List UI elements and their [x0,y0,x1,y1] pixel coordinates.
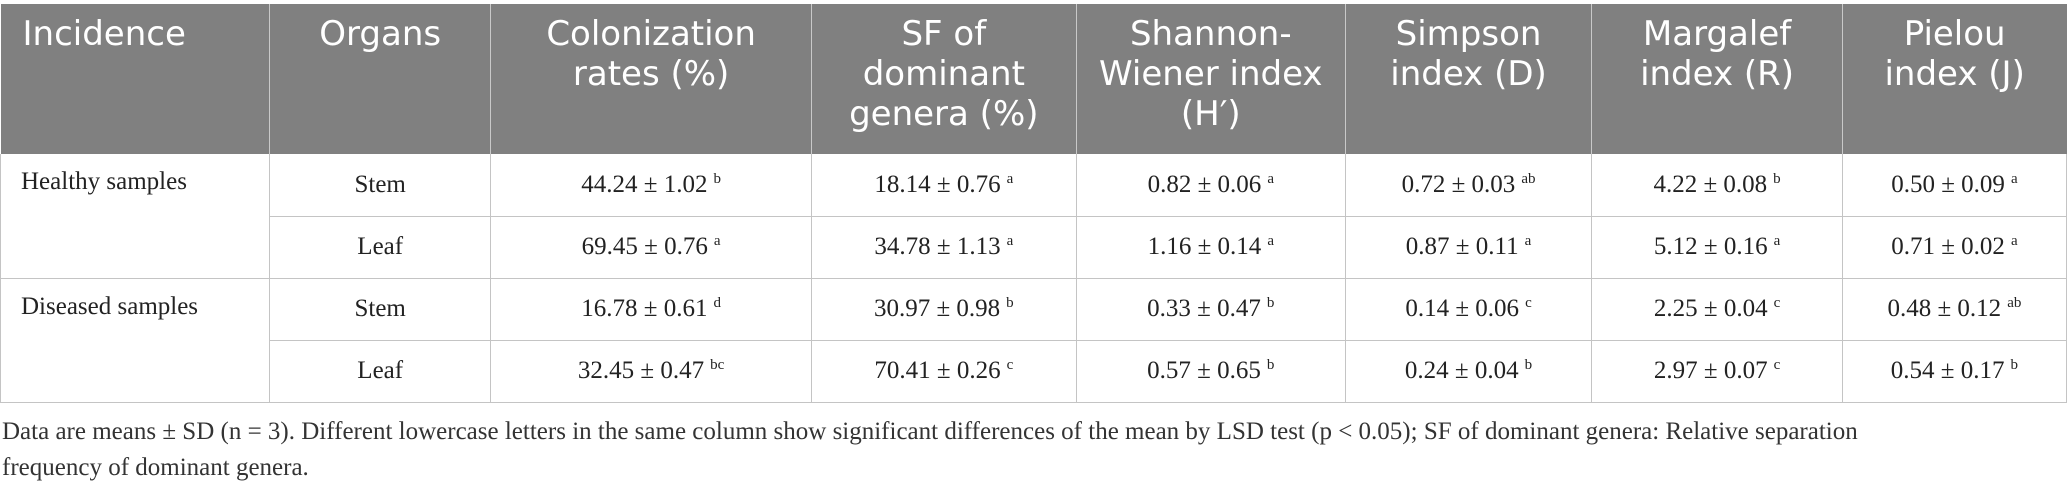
mean-sd-value: 4.22 ± 0.08 [1653,170,1768,198]
mean-sd-value: 0.14 ± 0.06 [1405,295,1520,322]
mean-sd-value: 70.41 ± 0.26 [874,357,1001,384]
organ-cell: Leaf [268,215,492,279]
significance-letter: d [713,295,721,311]
significance-letter: a [1267,233,1274,249]
value-cell: 0.54 ± 0.17 b [1841,339,2068,403]
header-colonization-rates: Colonization rates (%) [490,4,812,154]
significance-letter: c [1773,295,1781,311]
significance-letter: a [1524,233,1532,249]
significance-letter: a [1006,233,1014,249]
mean-sd-value: 0.87 ± 0.11 [1405,233,1519,260]
value-cell: 34.78 ± 1.13 a [810,215,1077,279]
mean-sd-value: 0.24 ± 0.04 [1404,357,1519,384]
mean-sd-value: 0.48 ± 0.12 [1887,295,2002,322]
mean-sd-value: 0.57 ± 0.65 [1147,357,1261,384]
header-pielou-index: Pielou index (J) [1841,4,2067,154]
mean-sd-value: 0.54 ± 0.17 [1890,357,2005,384]
value-cell: 5.12 ± 0.16 a [1591,215,1843,279]
header-incidence: Incidence [0,4,270,154]
organ-cell: Leaf [268,339,492,403]
significance-letter: a [2010,233,2018,249]
significance-letter: b [2010,357,2019,373]
significance-letter: a [1773,233,1781,249]
value-cell: 1.16 ± 0.14 a [1075,215,1346,279]
footnote-line-1: Data are means ± SD (n = 3). Different l… [2,418,1858,445]
mean-sd-value: 32.45 ± 0.47 [577,357,705,384]
header-organs: Organs [268,4,491,154]
value-cell: 69.45 ± 0.76 a [490,215,812,279]
footnote-line-2: frequency of dominant genera. [2,454,309,481]
mean-sd-value: 0.71 ± 0.02 [1891,233,2005,260]
value-cell: 0.72 ± 0.03 ab [1344,154,1593,217]
significance-letter: b [1266,295,1275,311]
significance-letter: a [713,233,721,249]
table-footnote: Data are means ± SD (n = 3). Different l… [2,414,2042,486]
value-cell: 0.71 ± 0.02 a [1841,215,2068,279]
header-margalef-index: Margalef index (R) [1591,4,1843,154]
table-row: Healthy samples Stem 44.24 ± 1.02 b 18.14 ± … [0,154,2068,279]
significance-letter: ab [1521,170,1536,187]
value-cell: 0.14 ± 0.06 c [1344,277,1593,341]
significance-letter: b [713,170,721,187]
mean-sd-value: 34.78 ± 1.13 [874,233,1001,260]
value-cell: 30.97 ± 0.98 b [810,277,1077,341]
header-simpson-index: Simpson index (D) [1344,4,1592,154]
table-row: Leaf 32.45 ± 0.47 bc 70.41 ± 0.26 c 0.57 ± 0.… [1,339,2068,403]
significance-letter: a [1006,170,1014,187]
mean-sd-value: 0.72 ± 0.03 [1401,170,1516,198]
mean-sd-value: 1.16 ± 0.14 [1147,233,1262,260]
incidence-cell: Healthy samples [0,154,270,279]
organ-cell: Stem [268,154,492,217]
value-cell: 0.33 ± 0.47 b [1075,277,1346,341]
value-cell: 2.25 ± 0.04 c [1591,277,1843,341]
significance-letter: b [1773,170,1781,187]
mean-sd-value: 30.97 ± 0.98 [873,295,1001,322]
mean-sd-value: 0.82 ± 0.06 [1147,170,1262,198]
value-cell: 32.45 ± 0.47 bc [490,339,812,403]
mean-sd-value: 0.50 ± 0.09 [1891,170,2005,198]
value-cell: 0.48 ± 0.12 ab [1841,277,2068,341]
significance-letter: a [1267,170,1274,187]
incidence-cell: Diseased samples [0,277,270,403]
organ-cell: Stem [268,277,492,341]
value-cell: 16.78 ± 0.61 d [490,277,812,341]
significance-letter: bc [710,357,725,373]
value-cell: 4.22 ± 0.08 b [1591,154,1843,217]
table-row: Diseased samples Stem 16.78 ± 0.61 d 30.97 ±… [0,277,2068,403]
significance-letter: b [1006,295,1014,311]
value-cell: 0.87 ± 0.11 a [1344,215,1593,279]
mean-sd-value: 0.33 ± 0.47 [1147,295,1261,322]
mean-sd-value: 44.24 ± 1.02 [581,170,708,198]
value-cell: 0.24 ± 0.04 b [1344,339,1593,403]
data-table: Incidence Organs Colonization rates (%) S… [0,4,2068,403]
significance-letter: ab [2007,295,2022,311]
value-cell: 0.57 ± 0.65 b [1075,339,1346,403]
header-row: Incidence Organs Colonization rates (%) S… [0,4,2067,154]
significance-letter: a [2010,170,2018,187]
mean-sd-value: 18.14 ± 0.76 [874,170,1001,198]
header-sf-dominant-genera: SF of dominant genera (%) [810,4,1077,154]
mean-sd-value: 2.97 ± 0.07 [1653,357,1768,384]
significance-letter: b [1266,357,1275,373]
mean-sd-value: 2.25 ± 0.04 [1653,295,1768,322]
significance-letter: c [1006,357,1014,373]
significance-letter: b [1524,357,1533,373]
significance-letter: c [1773,357,1781,373]
header-shannon-wiener-index: Shannon- Wiener index (H′) [1075,4,1346,154]
mean-sd-value: 16.78 ± 0.61 [581,295,708,322]
value-cell: 0.82 ± 0.06 a [1075,154,1346,217]
value-cell: 44.24 ± 1.02 b [490,154,812,217]
value-cell: 70.41 ± 0.26 c [810,339,1077,403]
table-row: Leaf 69.45 ± 0.76 a 34.78 ± 1.13 a 1.16 ± 0.1… [1,215,2068,279]
mean-sd-value: 69.45 ± 0.76 [581,233,708,260]
value-cell: 18.14 ± 0.76 a [810,154,1077,217]
significance-letter: c [1525,295,1532,311]
value-cell: 2.97 ± 0.07 c [1591,339,1843,403]
value-cell: 0.50 ± 0.09 a [1841,154,2068,217]
mean-sd-value: 5.12 ± 0.16 [1653,233,1768,260]
